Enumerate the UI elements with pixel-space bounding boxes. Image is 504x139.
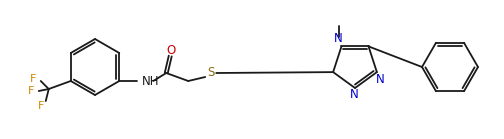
Text: N: N (350, 89, 358, 101)
Text: F: F (28, 86, 34, 96)
Text: F: F (38, 101, 44, 111)
Text: N: N (334, 32, 343, 45)
Text: S: S (208, 65, 215, 79)
Text: N: N (375, 73, 384, 86)
Text: F: F (30, 74, 36, 84)
Text: NH: NH (142, 75, 160, 87)
Text: O: O (167, 44, 176, 56)
